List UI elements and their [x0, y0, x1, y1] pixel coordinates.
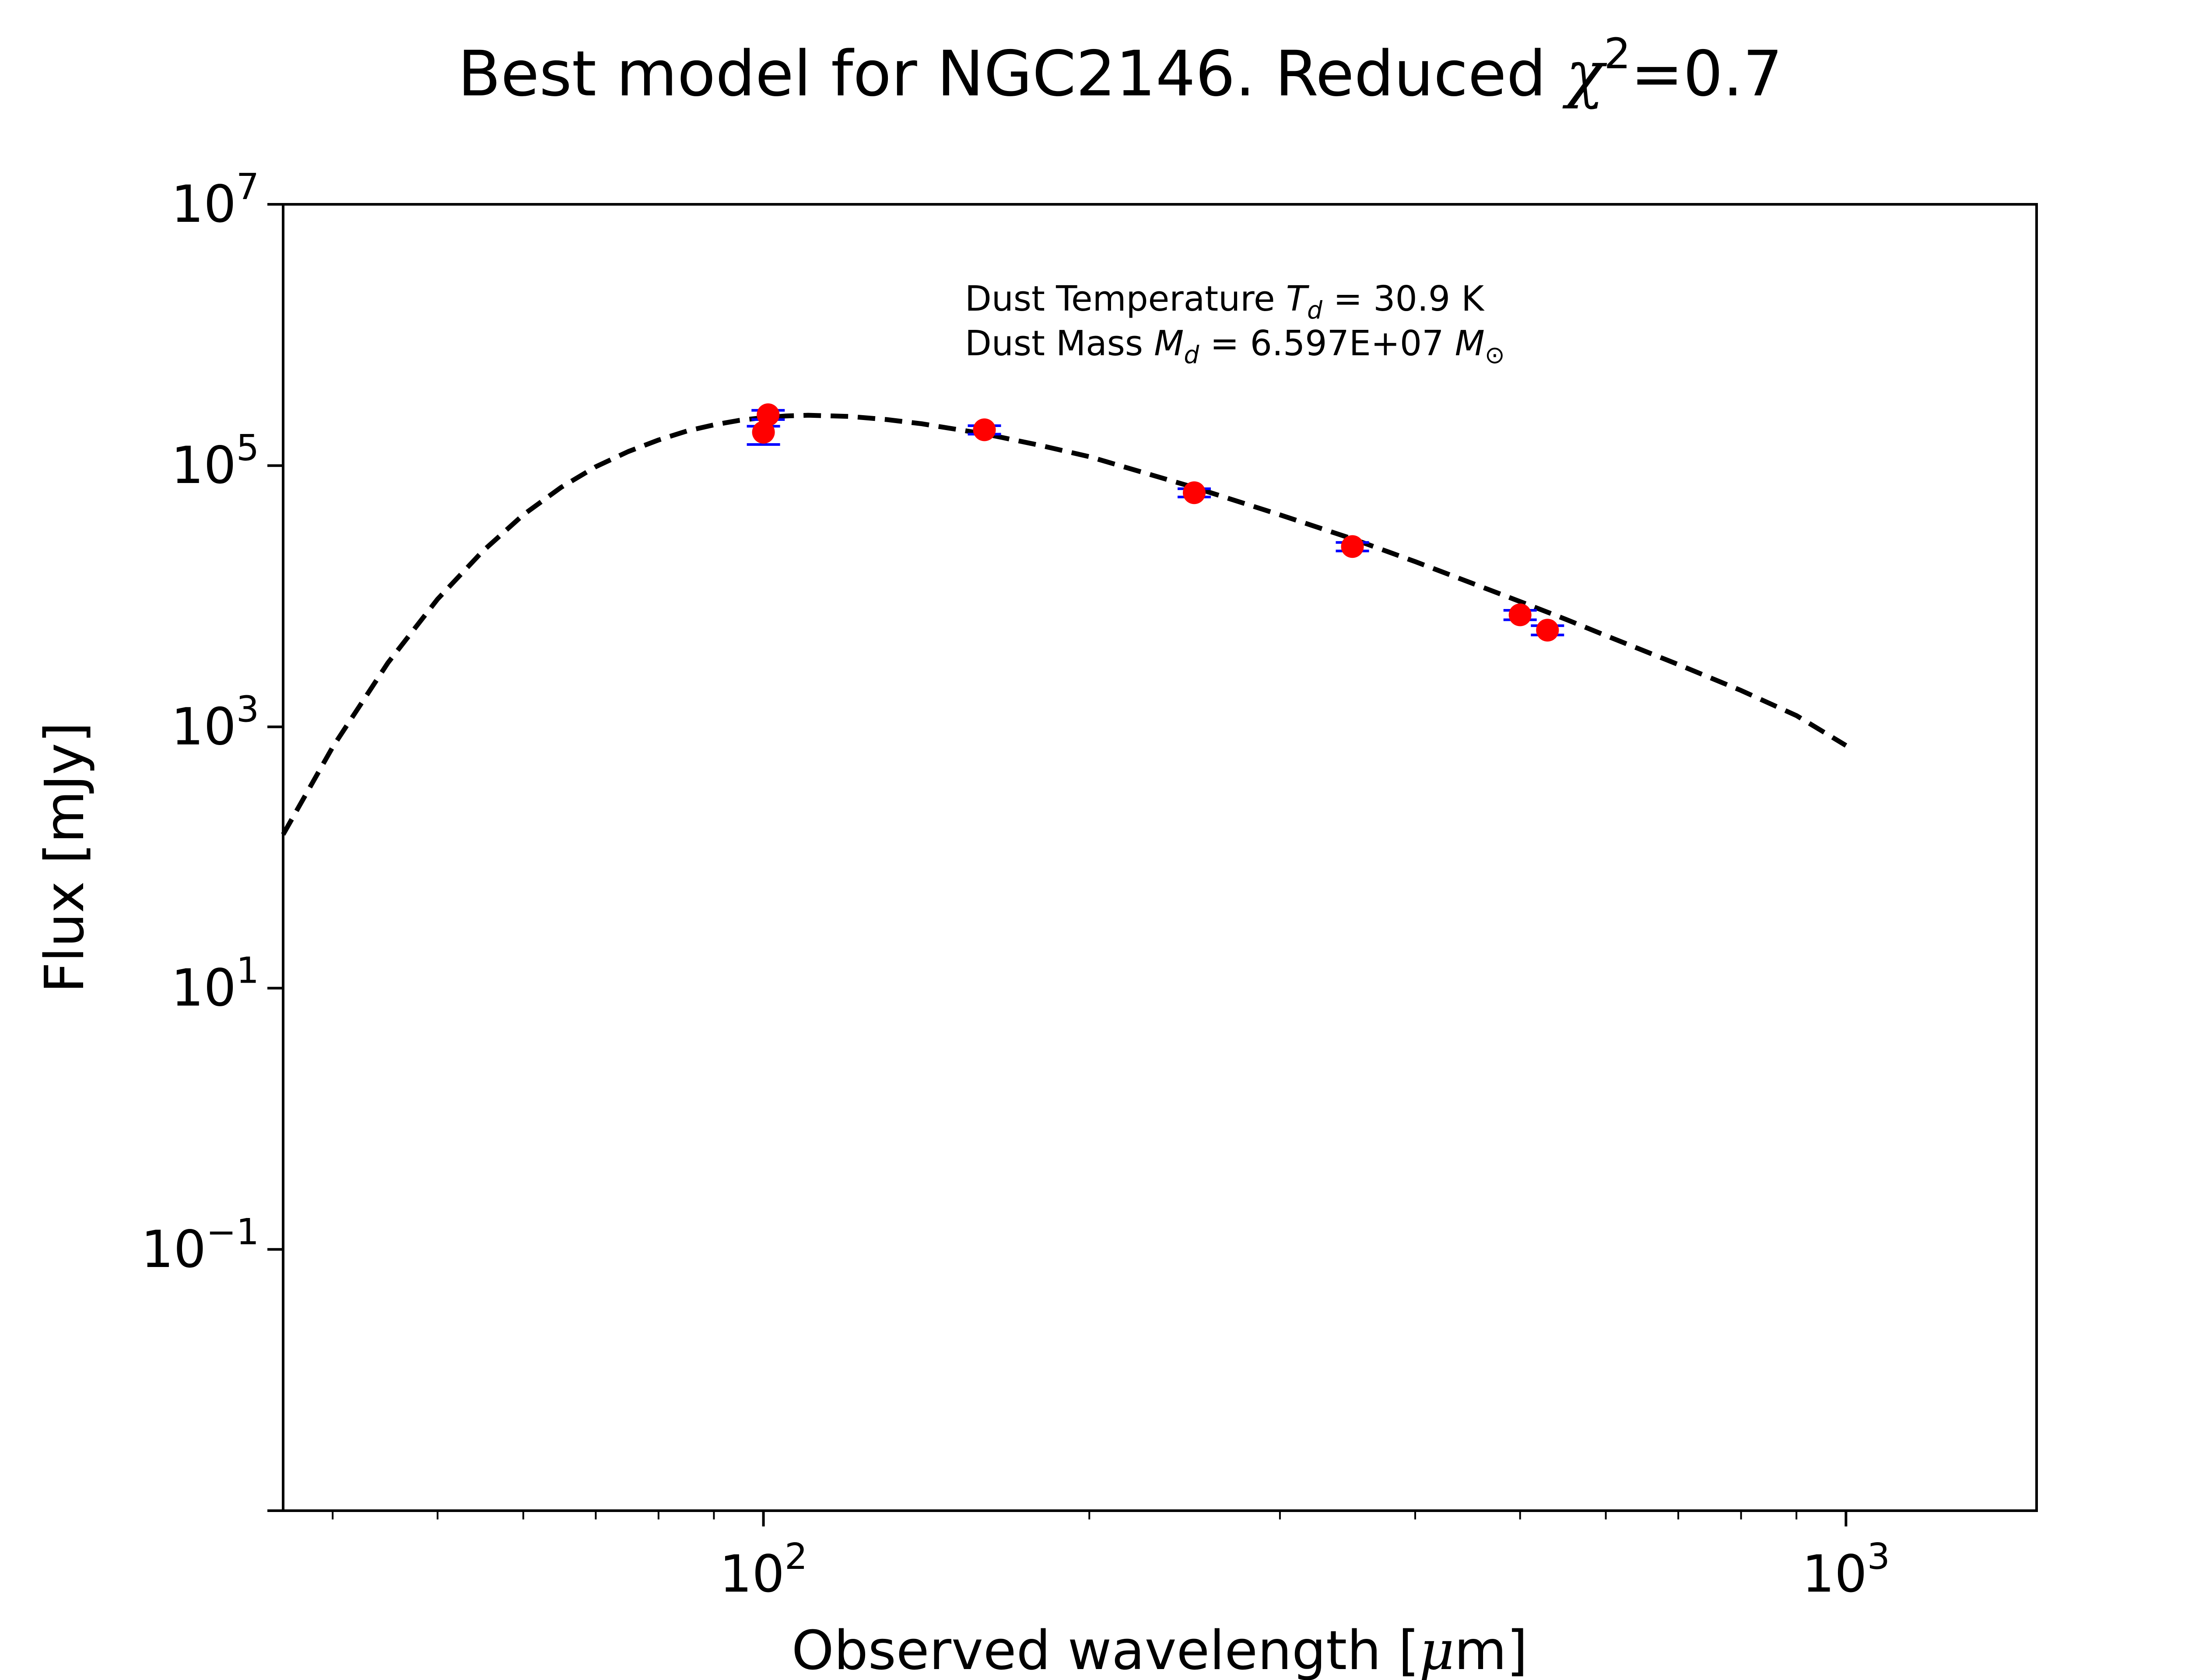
data-point	[1341, 535, 1364, 558]
y-tick-label: 101	[171, 950, 259, 1018]
y-tick-label: 103	[171, 689, 259, 756]
data-point	[757, 403, 780, 426]
plot-series	[281, 403, 1848, 836]
data-point	[1536, 619, 1559, 642]
data-point	[1508, 603, 1532, 626]
x-axis-minor-ticks	[332, 1511, 1798, 1519]
data-point	[752, 420, 775, 444]
dust-temperature-annotation: Dust Temperature Td = 30.9 K	[965, 279, 1485, 324]
dust-mass-annotation: Dust Mass Md = 6.597E+07 M⊙	[965, 323, 1505, 369]
x-tick-label: 103	[1802, 1536, 1890, 1604]
y-axis-label: Flux [mJy]	[34, 722, 96, 993]
y-tick-label: 10−1	[141, 1211, 259, 1279]
chart-title: Best model for NGC2146. Reduced χ2=0.7	[458, 29, 1783, 110]
plot-frame	[282, 203, 2038, 1512]
x-axis-ticks: 102 103	[719, 1511, 1890, 1604]
x-axis-label: Observed wavelength [μm]	[792, 1620, 1528, 1680]
y-tick-label: 107	[171, 166, 259, 234]
data-point	[973, 418, 996, 441]
x-tick-label: 102	[719, 1536, 807, 1604]
y-tick-label: 105	[171, 427, 259, 495]
y-axis-ticks: 10−1 101 103 105 107	[141, 166, 283, 1512]
model-sed-curve	[281, 413, 1848, 836]
data-point	[1183, 481, 1206, 504]
